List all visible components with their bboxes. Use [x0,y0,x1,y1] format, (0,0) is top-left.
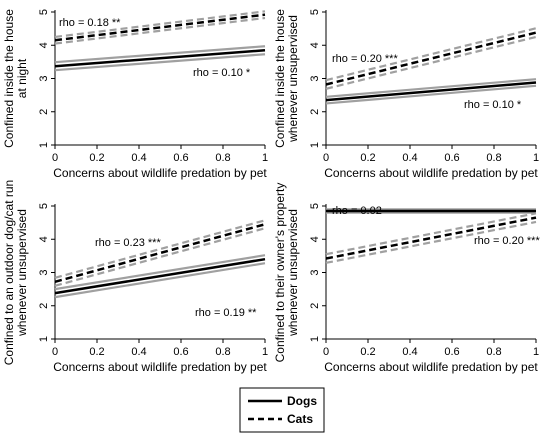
x-tick-label: 0.4 [131,346,146,358]
y-axis-label-line: whenever unsupervised [286,15,300,143]
x-tick-label: 0.6 [173,152,188,164]
y-tick-label: 3 [38,75,50,81]
chart-panels: 0 0.2 0.4 0.6 0.8 1 1 2 3 4 5 Concerns about wildli… [2,9,540,374]
y-tick-label: 1 [38,336,50,342]
x-tick-label: 0.6 [173,346,188,358]
x-tick-label: 0.6 [444,152,459,164]
y-tick-label: 2 [38,303,50,309]
x-tick-label: 1 [533,152,539,164]
y-axis-label-line: Confined to an outdoor dog/cat run [2,180,16,365]
x-tick-label: 1 [262,346,268,358]
y-tick-label: 1 [309,336,321,342]
y-tick-label: 1 [38,142,50,148]
y-axis-label-line: Confined inside the house [273,9,287,148]
ci-band-line-dogs [325,84,537,105]
x-axis-label: Concerns about wildlife predation by pet [324,166,538,180]
y-tick-label: 4 [38,42,50,48]
chart-panel: 0 0.2 0.4 0.6 0.8 1 1 2 3 4 5 Concerns about wildli… [2,180,268,374]
ci-band-line-cats [325,27,537,82]
y-tick-label: 4 [38,236,50,242]
y-tick-label: 5 [38,9,50,15]
x-tick-label: 0.4 [402,346,417,358]
y-axis-label-line: whenever unsupervised [286,209,300,337]
ci-band-line-dogs [54,254,266,291]
x-axis-label: Concerns about wildlife predation by pet [324,360,538,374]
y-axis-label: Confined inside the houseat night [2,9,29,148]
ci-band-line-cats [54,219,266,279]
x-tick-label: 0.4 [131,152,146,164]
chart-panel: 0 0.2 0.4 0.6 0.8 1 1 2 3 4 5 Concerns about wildli… [273,9,539,180]
chart-panel: 0 0.2 0.4 0.6 0.8 1 1 2 3 4 5 Concerns about wildli… [2,9,268,180]
series-line-cats [54,223,266,284]
legend-box [239,387,325,433]
rho-annotation: rho = 0.20 *** [332,53,398,65]
y-tick-label: 3 [309,269,321,275]
x-axis-label: Concerns about wildlife predation by pet [53,166,267,180]
x-tick-label: 0.6 [444,346,459,358]
rho-annotation: rho = 0.02 [332,205,382,217]
y-tick-label: 5 [309,203,321,209]
x-tick-label: 0 [323,346,329,358]
x-tick-label: 0.2 [360,346,375,358]
x-tick-label: 0 [52,152,58,164]
y-axis-label-line: at night [15,58,29,98]
y-tick-label: 2 [309,303,321,309]
legend-label-cats: Cats [287,412,313,426]
x-tick-label: 0.8 [215,346,230,358]
rho-annotation: rho = 0.19 ** [195,307,257,319]
y-tick-label: 1 [309,142,321,148]
x-axis-label: Concerns about wildlife predation by pet [53,360,267,374]
y-axis-label: Confined inside the housewhenever unsupe… [273,9,300,148]
x-tick-label: 0.2 [89,346,104,358]
x-tick-label: 0.4 [402,152,417,164]
y-tick-label: 3 [309,75,321,81]
y-axis-label-line: Confined inside the house [2,9,16,148]
y-tick-label: 4 [309,42,321,48]
y-axis-label: Confined to their owner's propertywhenev… [273,183,300,363]
x-tick-label: 1 [262,152,268,164]
series-line-dogs [54,48,266,68]
rho-annotation: rho = 0.20 *** [474,235,540,247]
series-line-dogs [325,81,537,102]
rho-annotation: rho = 0.23 *** [95,237,161,249]
y-tick-label: 2 [309,109,321,115]
series-line-cats [325,31,537,86]
rho-annotation: rho = 0.18 ** [59,17,121,29]
y-tick-label: 5 [309,9,321,15]
x-tick-label: 1 [533,346,539,358]
rho-annotation: rho = 0.10 * [193,67,251,79]
y-tick-label: 5 [38,203,50,209]
ci-band-line-cats [54,10,266,39]
ci-band-line-cats [325,220,537,264]
y-axis-label-line: whenever unsupervised [15,209,29,337]
x-tick-label: 0 [52,346,58,358]
legend: Dogs Cats [239,387,325,433]
ci-band-line-dogs [54,53,266,72]
chart-panel: 0 0.2 0.4 0.6 0.8 1 1 2 3 4 5 Concerns about wildli… [273,183,540,374]
series-line-cats [54,13,266,42]
x-tick-label: 0.2 [360,152,375,164]
x-tick-label: 0.8 [486,346,501,358]
x-tick-label: 0.8 [486,152,501,164]
ci-band-line-cats [54,227,266,287]
series-line-dogs [54,257,266,295]
rho-annotation: rho = 0.10 * [464,99,522,111]
ci-band-line-cats [325,35,537,90]
y-axis-label: Confined to an outdoor dog/cat runwhenev… [2,180,29,365]
y-tick-label: 4 [309,236,321,242]
x-tick-label: 0.8 [215,152,230,164]
x-tick-label: 0.2 [89,152,104,164]
ci-band-line-dogs [54,45,266,64]
ci-band-line-dogs [54,262,266,299]
ci-band-line-cats [54,16,266,45]
series-line-cats [325,216,537,260]
y-tick-label: 3 [38,269,50,275]
y-axis-label-line: Confined to their owner's property [273,183,287,363]
ci-band-line-cats [325,212,537,256]
ci-band-line-dogs [325,78,537,98]
x-tick-label: 0 [323,152,329,164]
legend-label-dogs: Dogs [287,394,317,408]
y-tick-label: 2 [38,109,50,115]
